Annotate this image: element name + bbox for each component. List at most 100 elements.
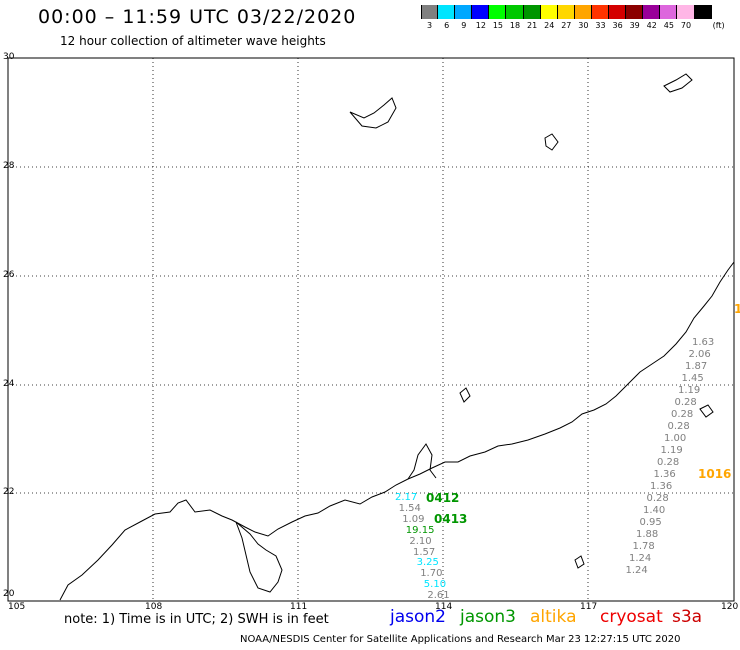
swh-value: 1.88 bbox=[636, 529, 659, 540]
swh-value: 1.09 bbox=[402, 513, 425, 525]
legend-bin: 12 bbox=[472, 5, 490, 31]
lat-tick-label: 28 bbox=[3, 161, 15, 171]
swh-value: 1.63 bbox=[692, 337, 715, 348]
legend-label: 42 bbox=[646, 21, 657, 30]
satellite-altika: altika bbox=[530, 607, 577, 627]
swh-value: 1.24 bbox=[629, 553, 652, 564]
coastline bbox=[59, 73, 735, 601]
swh-value: 1.36 bbox=[653, 469, 676, 480]
lon-tick-label: 117 bbox=[580, 602, 598, 612]
legend-label: 36 bbox=[612, 21, 623, 30]
legend-swatch bbox=[557, 5, 575, 19]
legend-label: 39 bbox=[629, 21, 640, 30]
legend-swatch bbox=[455, 5, 473, 19]
lat-tick-label: 20 bbox=[3, 589, 15, 599]
pearl-river-estuary bbox=[407, 443, 437, 480]
pass-label: 1 bbox=[734, 302, 740, 316]
swh-value: 1.45 bbox=[681, 373, 704, 384]
swh-value: 1.57 bbox=[413, 546, 436, 558]
legend-bin: 15 bbox=[489, 5, 507, 31]
map-frame bbox=[7, 57, 735, 602]
legend-swatch bbox=[523, 5, 541, 19]
lon-tick-label: 111 bbox=[290, 602, 308, 612]
legend-swatch bbox=[438, 5, 456, 19]
swh-value: 2.61 bbox=[427, 590, 450, 602]
lon-tick-label: 108 bbox=[145, 602, 163, 612]
legend-label: 45 bbox=[663, 21, 674, 30]
satellite-jason3: jason3 bbox=[460, 607, 516, 627]
legend-label: 18 bbox=[509, 21, 521, 30]
swh-value: 0.28 bbox=[657, 457, 680, 468]
pass-label: 0412 bbox=[426, 491, 460, 505]
legend-bin: 45 bbox=[660, 5, 678, 31]
swh-value: 1.78 bbox=[632, 541, 655, 552]
legend-bin: 70 bbox=[677, 5, 695, 31]
satellite-s3a: s3a bbox=[672, 607, 703, 627]
satellite-jason2: jason2 bbox=[390, 607, 446, 627]
legend-bin: 27 bbox=[557, 5, 575, 31]
legend-bin: 39 bbox=[626, 5, 644, 31]
legend-bin: 9 bbox=[455, 5, 473, 31]
legend-swatch bbox=[626, 5, 644, 19]
legend-bin: 30 bbox=[574, 5, 592, 31]
swh-value: 1.87 bbox=[685, 361, 708, 372]
legend-bin: 21 bbox=[523, 5, 541, 31]
coastal-island bbox=[699, 404, 714, 418]
swh-value: 0.28 bbox=[646, 493, 669, 504]
legend-swatch bbox=[574, 5, 592, 19]
lat-tick-label: 30 bbox=[3, 52, 15, 62]
swh-value: 2.06 bbox=[688, 349, 711, 360]
hainan-peninsula bbox=[235, 521, 283, 593]
inland-lake bbox=[544, 133, 559, 151]
legend-bin: 6 bbox=[438, 5, 456, 31]
legend-label: 6 bbox=[444, 21, 450, 30]
legend-label: 3 bbox=[427, 21, 433, 30]
swh-value: 0.28 bbox=[671, 409, 694, 420]
legend-swatch bbox=[677, 5, 695, 19]
swh-value: 1.19 bbox=[660, 445, 683, 456]
swh-value: 0.95 bbox=[639, 517, 662, 528]
legend-label: 9 bbox=[461, 21, 467, 30]
swh-value: 3.25 bbox=[416, 557, 439, 569]
legend-label: 27 bbox=[561, 21, 572, 30]
swh-value: 0.28 bbox=[667, 421, 690, 432]
legend-label: 33 bbox=[595, 21, 606, 30]
legend-swatch bbox=[540, 5, 558, 19]
legend-bin: 24 bbox=[540, 5, 558, 31]
swh-value: 1.19 bbox=[678, 385, 701, 396]
swh-value: 1.70 bbox=[420, 568, 443, 580]
swh-value: 2.10 bbox=[409, 535, 432, 547]
legend-unit: (ft) bbox=[712, 21, 725, 30]
lon-tick-label: 105 bbox=[8, 602, 26, 612]
inland-lake bbox=[663, 73, 693, 93]
satellite-cryosat: cryosat bbox=[600, 607, 663, 627]
legend-swatch bbox=[472, 5, 490, 19]
lon-tick-label: 120 bbox=[721, 602, 739, 612]
legend-swatch bbox=[421, 5, 439, 19]
inland-lake bbox=[349, 97, 397, 129]
legend-swatch bbox=[694, 5, 712, 19]
graticule bbox=[8, 58, 734, 601]
lat-tick-label: 26 bbox=[3, 270, 15, 280]
swh-value: 19.15 bbox=[405, 524, 435, 536]
pass-label: 1016 bbox=[698, 467, 732, 481]
legend-swatch bbox=[609, 5, 627, 19]
legend-label: 24 bbox=[544, 21, 555, 30]
legend-bin: 33 bbox=[591, 5, 610, 31]
legend-swatch bbox=[506, 5, 524, 19]
legend-bin bbox=[694, 5, 712, 31]
legend-label: 12 bbox=[475, 21, 486, 30]
map-title: 00:00 – 11:59 UTC 03/22/2020 bbox=[38, 6, 357, 28]
swh-value: 1.36 bbox=[650, 481, 673, 492]
legend-bin: 18 bbox=[506, 5, 524, 31]
legend-swatch bbox=[660, 5, 678, 19]
legend-label: 70 bbox=[680, 21, 692, 30]
swh-value: 1.24 bbox=[625, 565, 648, 576]
legend-swatch bbox=[591, 5, 610, 19]
legend-swatch bbox=[489, 5, 507, 19]
swh-value: 1.00 bbox=[664, 433, 687, 444]
swh-value: 5.10 bbox=[423, 579, 447, 591]
wave-height-legend: 3 6 9 12 15 18 21 24 27 30 33 36 39 42 4… bbox=[421, 5, 725, 31]
swh-value: 1.40 bbox=[643, 505, 666, 516]
map-subtitle: 12 hour collection of altimeter wave hei… bbox=[60, 34, 326, 48]
